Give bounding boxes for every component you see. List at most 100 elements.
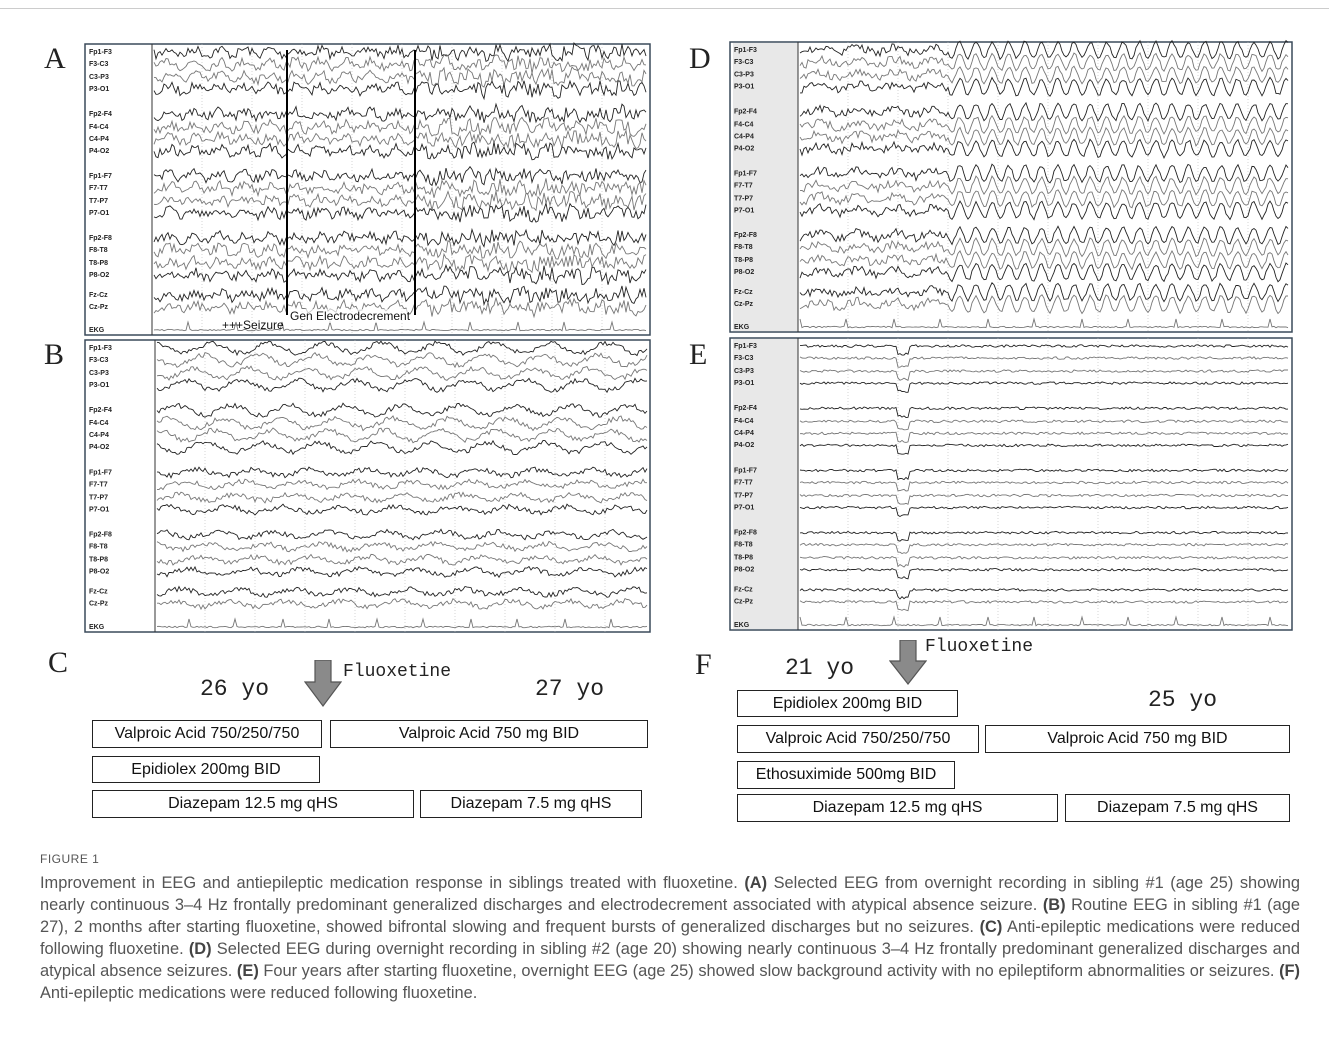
channel-label: C4-P4 [734, 134, 754, 141]
panel-label: D [689, 42, 711, 76]
channel-label: Fp2-F4 [734, 109, 757, 116]
caption-ref: (E) [237, 962, 259, 980]
channel-label: F7-T7 [734, 182, 753, 189]
eeg-panel [85, 340, 650, 632]
channel-label: Fp1-F3 [89, 345, 112, 352]
age-label: 27 yo [535, 676, 604, 702]
channel-label: EKG [89, 624, 105, 631]
med-box: Valproic Acid 750 mg BID [330, 720, 648, 748]
channel-label: P4-O2 [734, 145, 754, 152]
channel-label: EKG [734, 622, 750, 629]
channel-label: P4-O2 [734, 442, 754, 449]
figure-label: FIGURE 1 [40, 848, 1300, 870]
channel-label: Fp1-F3 [734, 47, 757, 54]
channel-label: Fz-Cz [89, 292, 108, 299]
med-box: Valproic Acid 750 mg BID [985, 725, 1290, 753]
panel-label: A [44, 42, 66, 76]
channel-label: F4-C4 [734, 418, 754, 425]
channel-label: Fp1-F3 [734, 343, 757, 350]
panel-label: F [695, 648, 712, 682]
channel-label: T8-P8 [734, 257, 753, 264]
channel-label: P7-O1 [734, 207, 754, 214]
med-box: Diazepam 7.5 mg qHS [420, 790, 642, 818]
channel-label: F3-C3 [89, 61, 109, 68]
channel-label: T7-P7 [89, 198, 108, 205]
channel-label: Fp2-F8 [89, 235, 112, 242]
channel-label: F3-C3 [734, 355, 754, 362]
channel-label: P8-O2 [734, 567, 754, 574]
channel-label: F4-C4 [89, 420, 109, 427]
caption-ref: (C) [980, 918, 1003, 936]
channel-label: Fp2-F8 [734, 232, 757, 239]
channel-label: Fp2-F8 [89, 532, 112, 539]
channel-label: C3-P3 [89, 370, 109, 377]
channel-label: F7-T7 [89, 481, 108, 488]
channel-label: F8-T8 [734, 542, 753, 549]
caption-ref: (B) [1043, 896, 1066, 914]
channel-label: F8-T8 [734, 244, 753, 251]
caption-text: Four years after starting fluoxetine, ov… [259, 962, 1279, 980]
channel-label: C4-P4 [89, 432, 109, 439]
channel-label: C4-P4 [734, 430, 754, 437]
channel-label: P7-O1 [734, 504, 754, 511]
channel-label: F8-T8 [89, 247, 108, 254]
channel-label: Fp1-F3 [89, 49, 112, 56]
channel-label: Cz-Pz [734, 301, 754, 308]
drug-label: Fluoxetine [925, 637, 1033, 657]
med-box: Epidiolex 200mg BID [92, 756, 320, 783]
panel-label: C [48, 646, 68, 680]
channel-label: T8-P8 [89, 260, 108, 267]
channel-label: C3-P3 [89, 74, 109, 81]
channel-label: P4-O2 [89, 148, 109, 155]
channel-label: Fp1-F7 [89, 173, 112, 180]
eeg-figure: Fp1-F3 F3-C3 C3-P3 P3-O1 Fp2-F4 F4-C4 C4-P4 P4-… [0, 0, 1329, 640]
med-box: Diazepam 12.5 mg qHS [92, 790, 414, 818]
arrow [889, 640, 927, 686]
caption-text: Improvement in EEG and antiepileptic med… [40, 874, 744, 892]
channel-label: T7-P7 [734, 492, 753, 499]
caption-ref: (F) [1279, 962, 1300, 980]
age-label: 21 yo [785, 655, 854, 681]
caption-ref: (A) [744, 874, 767, 892]
channel-label: F7-T7 [734, 479, 753, 486]
annotation: Gen Electrodecrement [290, 309, 410, 323]
panel-label: B [44, 338, 64, 372]
channel-label: F3-C3 [734, 59, 754, 66]
channel-label: C3-P3 [734, 368, 754, 375]
channel-label: Fp2-F4 [89, 111, 112, 118]
channel-label: Fp1-F7 [89, 469, 112, 476]
channel-label: C3-P3 [734, 72, 754, 79]
channel-label: P8-O2 [89, 272, 109, 279]
channel-label: Fz-Cz [89, 589, 108, 596]
channel-label: F4-C4 [89, 124, 109, 131]
channel-label: P3-O1 [89, 382, 109, 389]
caption: FIGURE 1 Improvement in EEG and antiepile… [40, 848, 1300, 1004]
channel-label: F4-C4 [734, 122, 754, 129]
med-box: Valproic Acid 750/250/750 [737, 725, 979, 753]
channel-label: Fp2-F8 [734, 530, 757, 537]
channel-label: T7-P7 [89, 494, 108, 501]
page: Fp1-F3 F3-C3 C3-P3 P3-O1 Fp2-F4 F4-C4 C4-P4 P4-… [0, 0, 1329, 1050]
channel-label: Fp2-F4 [89, 407, 112, 414]
med-box: Diazepam 12.5 mg qHS [737, 794, 1058, 822]
channel-label: Fz-Cz [734, 587, 753, 594]
caption-ref: (D) [189, 940, 212, 958]
channel-label: P3-O1 [734, 380, 754, 387]
med-box: Valproic Acid 750/250/750 [92, 720, 322, 748]
med-box: Diazepam 7.5 mg qHS [1065, 794, 1290, 822]
channel-label: P8-O2 [734, 269, 754, 276]
channel-label: F3-C3 [89, 357, 109, 364]
channel-label: Cz-Pz [89, 601, 109, 608]
caption-text: Anti-epileptic medications were reduced … [40, 984, 477, 1002]
channel-label: P3-O1 [734, 84, 754, 91]
channel-label: P7-O1 [89, 210, 109, 217]
channel-label: F8-T8 [89, 544, 108, 551]
channel-label: T8-P8 [734, 555, 753, 562]
channel-label: T7-P7 [734, 195, 753, 202]
eeg-panel [730, 338, 1292, 630]
channel-label: P4-O2 [89, 444, 109, 451]
med-box: Epidiolex 200mg BID [737, 690, 958, 717]
channel-label: Fz-Cz [734, 289, 753, 296]
panel-label: E [689, 338, 707, 372]
drug-label: Fluoxetine [343, 662, 451, 682]
